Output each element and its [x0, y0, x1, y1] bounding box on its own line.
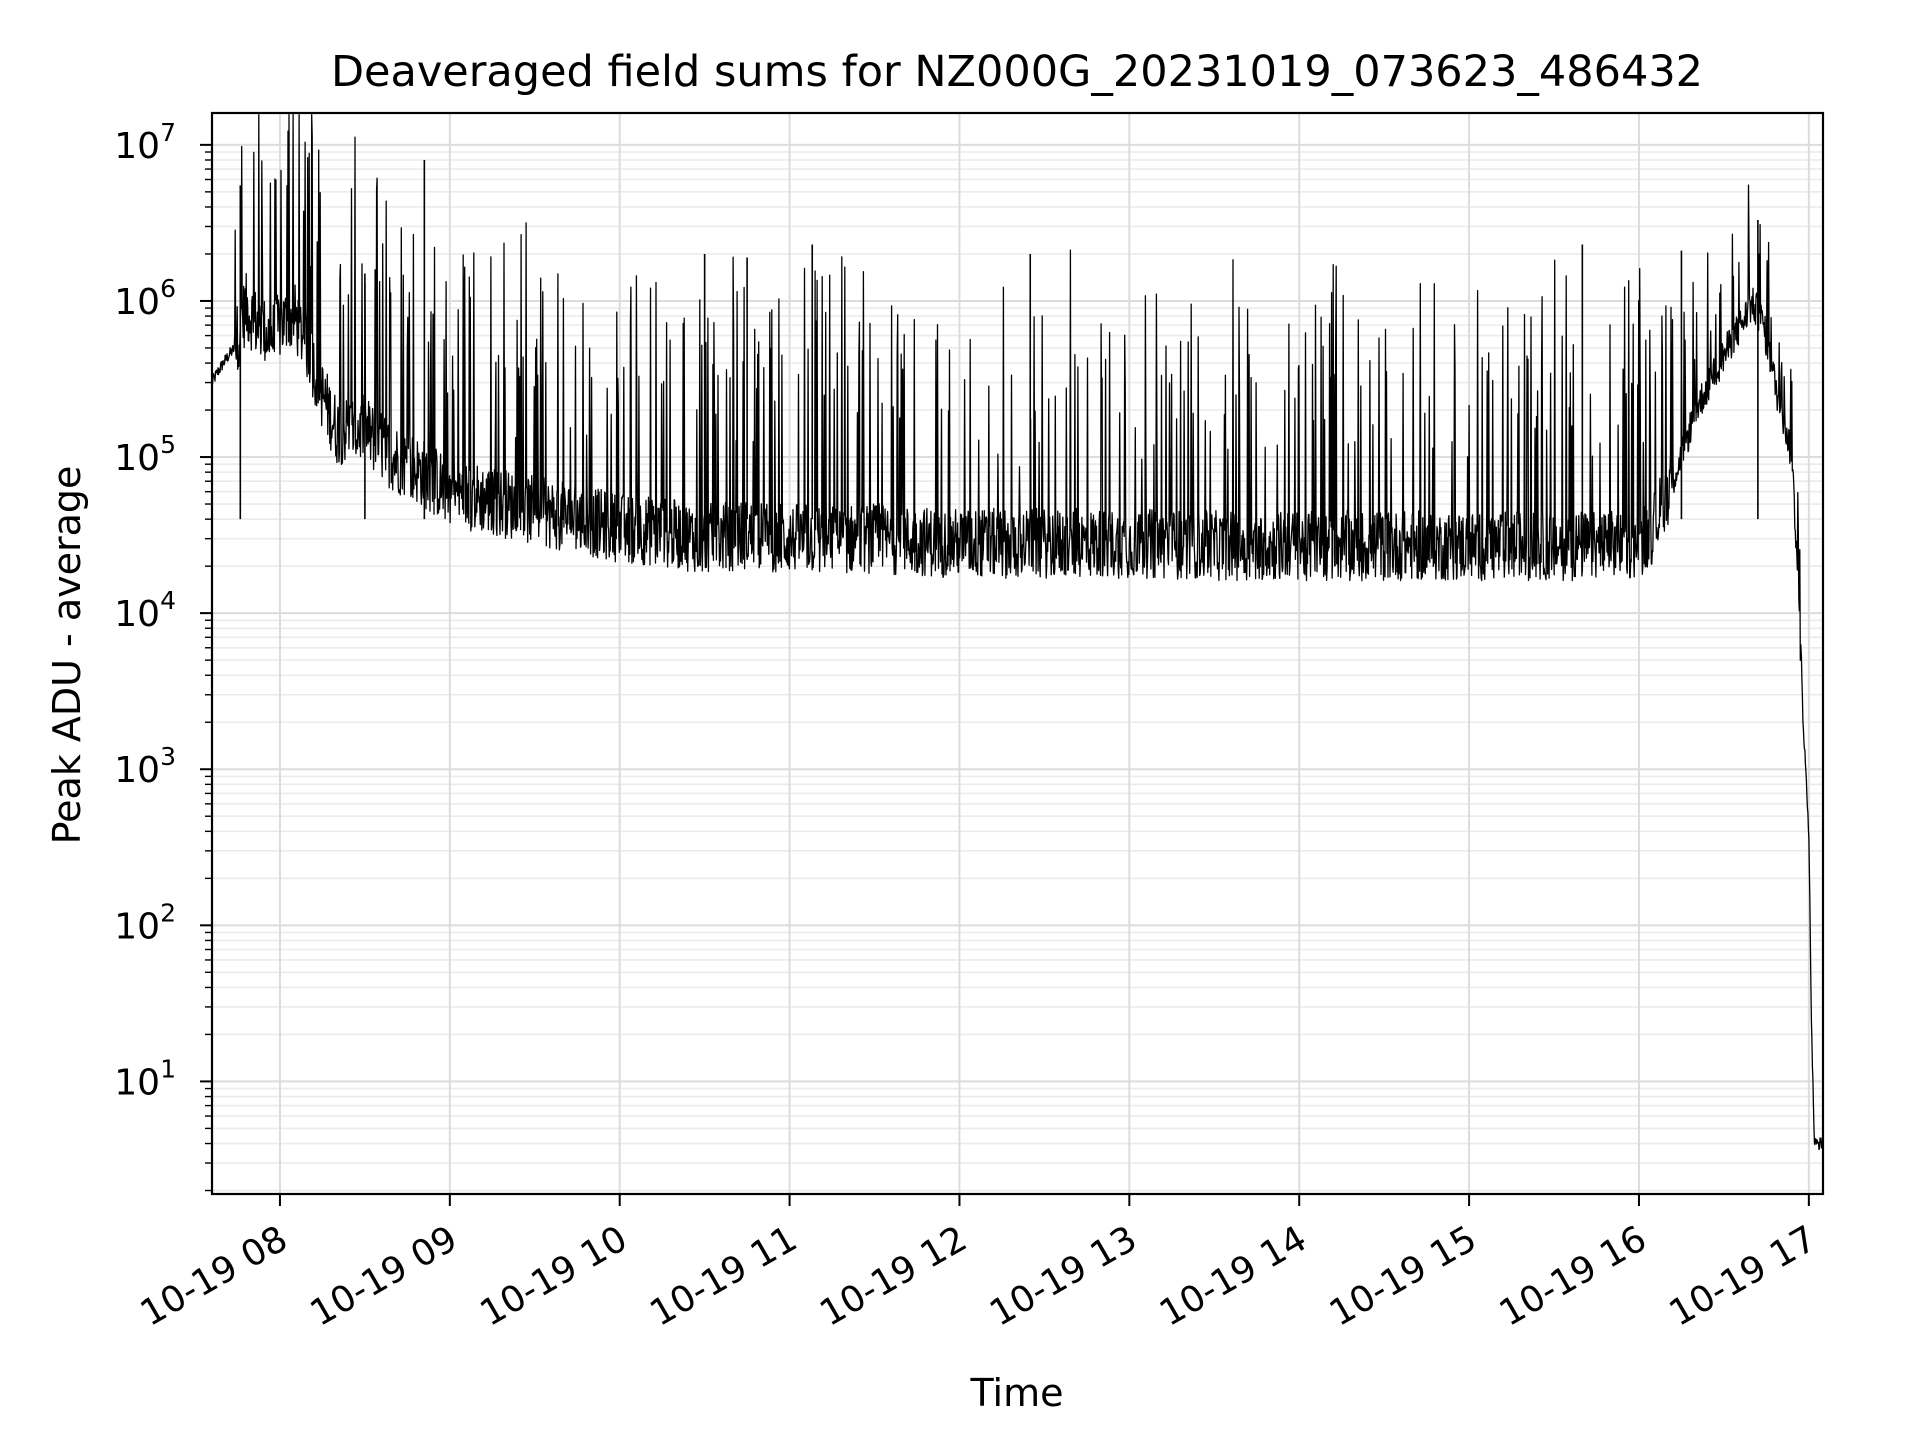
x-tick-label: 10-19 08 — [134, 1218, 295, 1334]
y-tick-label: 101 — [114, 1054, 176, 1103]
series-layer — [211, 113, 1824, 1151]
x-tick-label: 10-19 14 — [1153, 1218, 1314, 1334]
x-tick-label: 10-19 09 — [304, 1218, 465, 1334]
grid — [212, 113, 1823, 1194]
y-tick-label: 102 — [114, 898, 176, 947]
x-tick-label: 10-19 12 — [813, 1218, 974, 1334]
x-tick-label: 10-19 11 — [643, 1218, 804, 1334]
x-tick-label: 10-19 10 — [474, 1218, 635, 1334]
chart-title: Deaveraged field sums for NZ000G_2023101… — [331, 47, 1703, 97]
y-axis-label: Peak ADU - average — [45, 466, 89, 845]
y-tick-label: 105 — [114, 430, 176, 479]
x-axis-label: Time — [970, 1371, 1064, 1415]
plot-frame — [210, 111, 1825, 1196]
x-tick-label: 10-19 16 — [1493, 1218, 1654, 1334]
y-tick-label: 107 — [114, 118, 176, 167]
series-line — [211, 113, 1824, 1151]
x-tick-label: 10-19 13 — [983, 1218, 1144, 1334]
y-tick-label: 103 — [114, 742, 176, 791]
x-tick-label: 10-19 15 — [1323, 1218, 1484, 1334]
y-tick-label: 104 — [114, 586, 176, 635]
y-tick-label: 106 — [114, 274, 176, 323]
x-tick-label: 10-19 17 — [1663, 1218, 1824, 1334]
